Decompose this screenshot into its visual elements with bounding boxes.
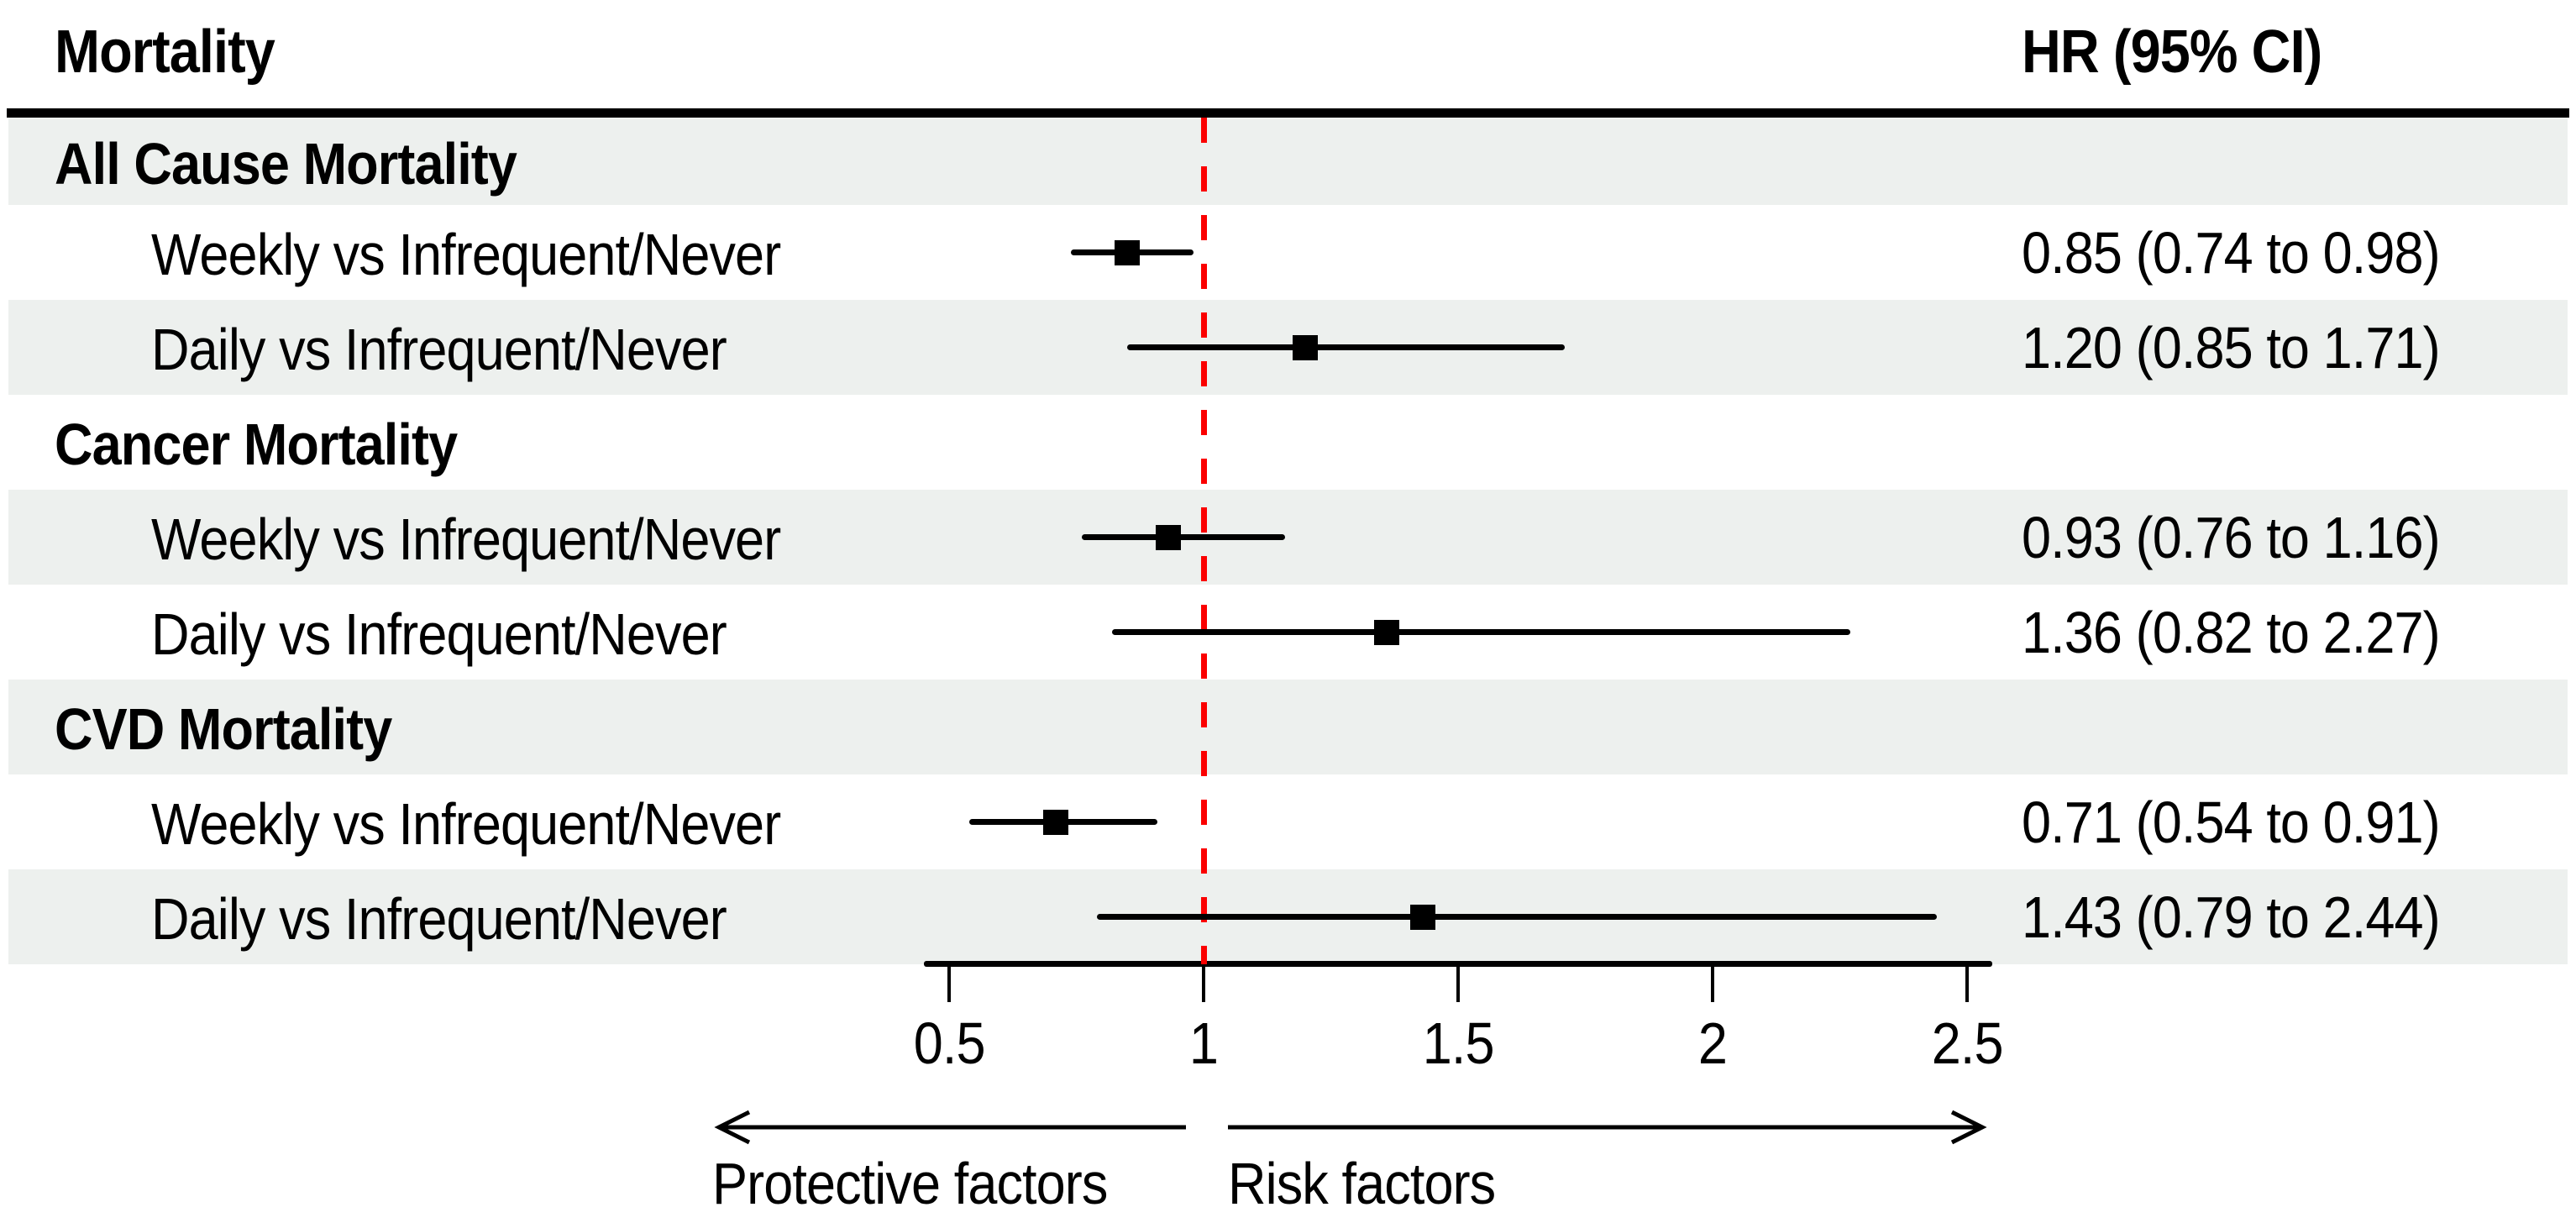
x-axis-tick [1202,967,1205,1002]
point-estimate-marker [1293,334,1319,360]
estimate-row: Weekly vs Infrequent/Never 0.71 (0.54 to … [8,774,2568,869]
estimate-row: Weekly vs Infrequent/Never 0.85 (0.74 to … [8,205,2568,300]
section-row: Cancer Mortality [8,395,2568,490]
header-rule [7,108,2569,118]
risk-direction-arrow [1228,1110,1987,1145]
hr-ci-value: 1.36 (0.82 to 2.27) [2022,599,2441,665]
hr-ci-value: 1.20 (0.85 to 1.71) [2022,314,2441,381]
x-axis-tick [1965,967,1969,1002]
point-estimate-marker [1043,809,1069,835]
section-label: All Cause Mortality [55,130,517,197]
x-axis-line [924,961,1992,967]
x-axis-tick [947,967,951,1002]
comparison-label: Weekly vs Infrequent/Never [151,222,781,288]
point-estimate-marker [1374,619,1400,645]
hr-ci-value: 0.85 (0.74 to 0.98) [2022,219,2441,286]
hr-ci-value: 1.43 (0.79 to 2.44) [2022,884,2441,950]
x-axis-tick-label: 1.5 [1422,1010,1495,1076]
x-axis-tick-label: 1 [1188,1010,1219,1076]
section-row: All Cause Mortality [8,118,2568,205]
risk-factors-label: Risk factors [1228,1151,1496,1216]
protective-factors-label: Protective factors [712,1151,1108,1216]
section-label: CVD Mortality [55,696,392,763]
confidence-interval-line [1127,344,1566,350]
section-row: CVD Mortality [8,680,2568,774]
x-axis-tick-label: 0.5 [913,1010,986,1076]
x-axis-tick-label: 2.5 [1931,1010,2004,1076]
section-label: Cancer Mortality [55,412,458,478]
confidence-interval-line [1111,629,1850,635]
comparison-label: Weekly vs Infrequent/Never [151,507,781,573]
comparison-label: Daily vs Infrequent/Never [151,601,727,668]
estimate-row: Daily vs Infrequent/Never 1.36 (0.82 to 2… [8,585,2568,680]
reference-line-hr1 [1200,118,1207,964]
comparison-label: Weekly vs Infrequent/Never [151,791,781,858]
confidence-interval-line [1081,534,1285,540]
estimate-row: Daily vs Infrequent/Never 1.20 (0.85 to 1… [8,300,2568,395]
point-estimate-marker [1409,904,1435,930]
comparison-label: Daily vs Infrequent/Never [151,886,727,953]
hr-ci-value: 0.93 (0.76 to 1.16) [2022,504,2441,570]
estimate-row: Weekly vs Infrequent/Never 0.93 (0.76 to … [8,490,2568,585]
column-header-outcome: Mortality [55,18,275,86]
protective-direction-arrow [714,1110,1186,1145]
x-axis-tick [1711,967,1714,1002]
column-header-hr: HR (95% CI) [2022,18,2322,86]
hr-ci-value: 0.71 (0.54 to 0.91) [2022,789,2441,855]
x-axis-tick [1456,967,1460,1002]
point-estimate-marker [1155,524,1181,550]
x-axis-tick-label: 2 [1697,1010,1728,1076]
comparison-label: Daily vs Infrequent/Never [151,317,727,383]
estimate-row: Daily vs Infrequent/Never 1.43 (0.79 to 2… [8,869,2568,964]
confidence-interval-line [1096,914,1937,920]
point-estimate-marker [1115,239,1141,265]
